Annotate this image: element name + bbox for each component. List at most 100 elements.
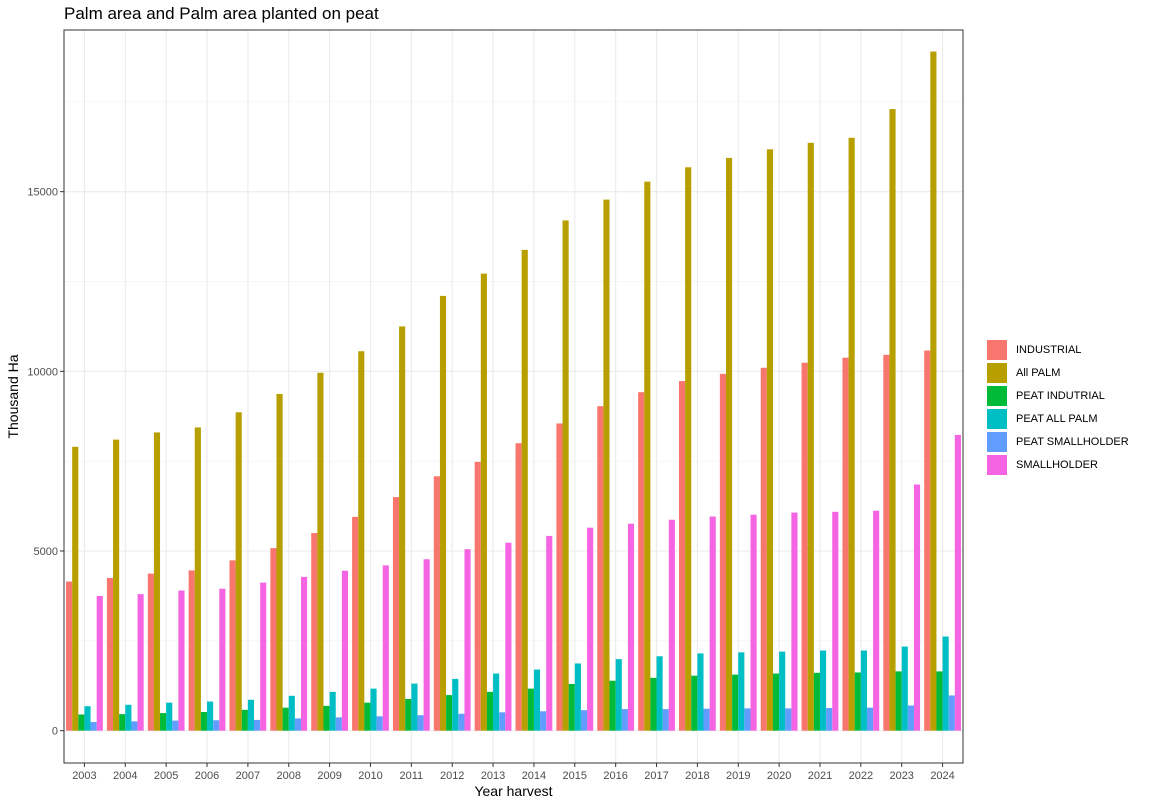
bar: [924, 350, 931, 731]
bar: [370, 688, 377, 731]
x-tick-label: 2004: [113, 770, 137, 782]
bar: [860, 650, 867, 731]
legend-swatch: [986, 338, 1008, 361]
bar: [207, 701, 214, 731]
bar: [411, 683, 418, 731]
bar: [417, 715, 424, 731]
bar: [376, 716, 383, 731]
x-tick-label: 2024: [930, 770, 954, 782]
bar: [907, 705, 914, 731]
legend-label: PEAT INDUTRIAL: [1016, 389, 1105, 402]
bar: [854, 672, 861, 731]
bar: [405, 699, 412, 731]
bar: [90, 722, 97, 731]
bar: [574, 663, 581, 731]
x-tick-label: 2019: [726, 770, 750, 782]
bar: [178, 590, 185, 731]
bar: [247, 699, 255, 731]
bar: [644, 181, 651, 731]
legend-label: PEAT SMALLHOLDER: [1016, 435, 1129, 448]
bar: [580, 710, 588, 731]
bar: [772, 673, 780, 731]
bar: [603, 199, 610, 731]
bar: [486, 691, 494, 731]
bar: [194, 427, 201, 731]
legend-swatch: [986, 453, 1008, 476]
bar: [568, 683, 575, 731]
bar: [458, 713, 465, 731]
x-axis-title: Year harvest: [474, 783, 552, 799]
bar: [335, 717, 342, 731]
bar: [627, 523, 635, 731]
bar: [499, 712, 506, 731]
bar: [527, 688, 534, 731]
bar: [801, 362, 808, 731]
x-tick-label: 2006: [195, 770, 219, 782]
bar: [842, 357, 849, 731]
bar: [691, 675, 698, 731]
chart-title: Palm area and Palm area planted on peat: [64, 4, 379, 23]
plot-area: 0 5000 10000 15000 2003 2004 2005 2006 2007 2008 2…: [5, 29, 964, 799]
legend-swatch: [986, 430, 1008, 453]
bar: [358, 351, 365, 731]
bar: [106, 577, 114, 731]
bar: [650, 677, 657, 731]
bar: [662, 709, 669, 731]
bar: [873, 510, 880, 731]
bar: [125, 704, 132, 731]
bar: [760, 367, 767, 731]
bar: [697, 653, 704, 731]
bar: [352, 516, 359, 731]
bar: [160, 713, 167, 731]
x-tick-label: 2010: [358, 770, 382, 782]
bar: [685, 167, 692, 731]
bar: [540, 711, 547, 731]
x-tick-label: 2014: [522, 770, 546, 782]
bar: [895, 671, 902, 731]
bar: [515, 443, 522, 731]
bar: [241, 709, 248, 731]
bar: [546, 535, 553, 731]
bar: [317, 372, 324, 731]
legend-item: PEAT INDUTRIAL: [986, 384, 1129, 407]
legend-item: INDUSTRIAL: [986, 338, 1129, 361]
bar: [766, 149, 773, 731]
legend: INDUSTRIAL All PALM PEAT INDUTRIAL PEAT ALL…: [986, 338, 1129, 476]
legend-label: SMALLHOLDER: [1016, 458, 1098, 471]
bar: [719, 373, 726, 731]
legend-label: PEAT ALL PALM: [1016, 412, 1098, 425]
bar: [779, 651, 786, 731]
bar: [505, 542, 512, 731]
bar: [883, 354, 890, 731]
legend-label: All PALM: [1016, 366, 1061, 379]
bar: [219, 588, 226, 731]
bar: [153, 432, 161, 731]
bar: [423, 559, 430, 731]
y-tick-label: 5000: [34, 546, 58, 558]
x-tick-label: 2020: [767, 770, 791, 782]
legend-item: PEAT SMALLHOLDER: [986, 430, 1129, 453]
bar: [866, 707, 874, 731]
bar: [474, 461, 481, 731]
bar: [807, 142, 814, 731]
bar: [311, 533, 318, 731]
bar: [399, 326, 406, 731]
bar: [738, 652, 745, 731]
bar: [66, 581, 73, 731]
x-tick-label: 2022: [849, 770, 873, 782]
bar: [341, 570, 349, 731]
bar: [615, 659, 622, 731]
legend-item: All PALM: [986, 361, 1129, 384]
y-tick-label: 15000: [27, 187, 58, 199]
bar: [709, 516, 716, 731]
bar: [556, 423, 563, 731]
bar: [621, 709, 628, 731]
legend-swatch: [986, 384, 1008, 407]
bar: [446, 695, 453, 731]
bar: [791, 512, 798, 731]
x-tick-label: 2013: [481, 770, 505, 782]
bar: [901, 646, 908, 731]
bar: [493, 673, 500, 731]
bar: [656, 656, 663, 731]
